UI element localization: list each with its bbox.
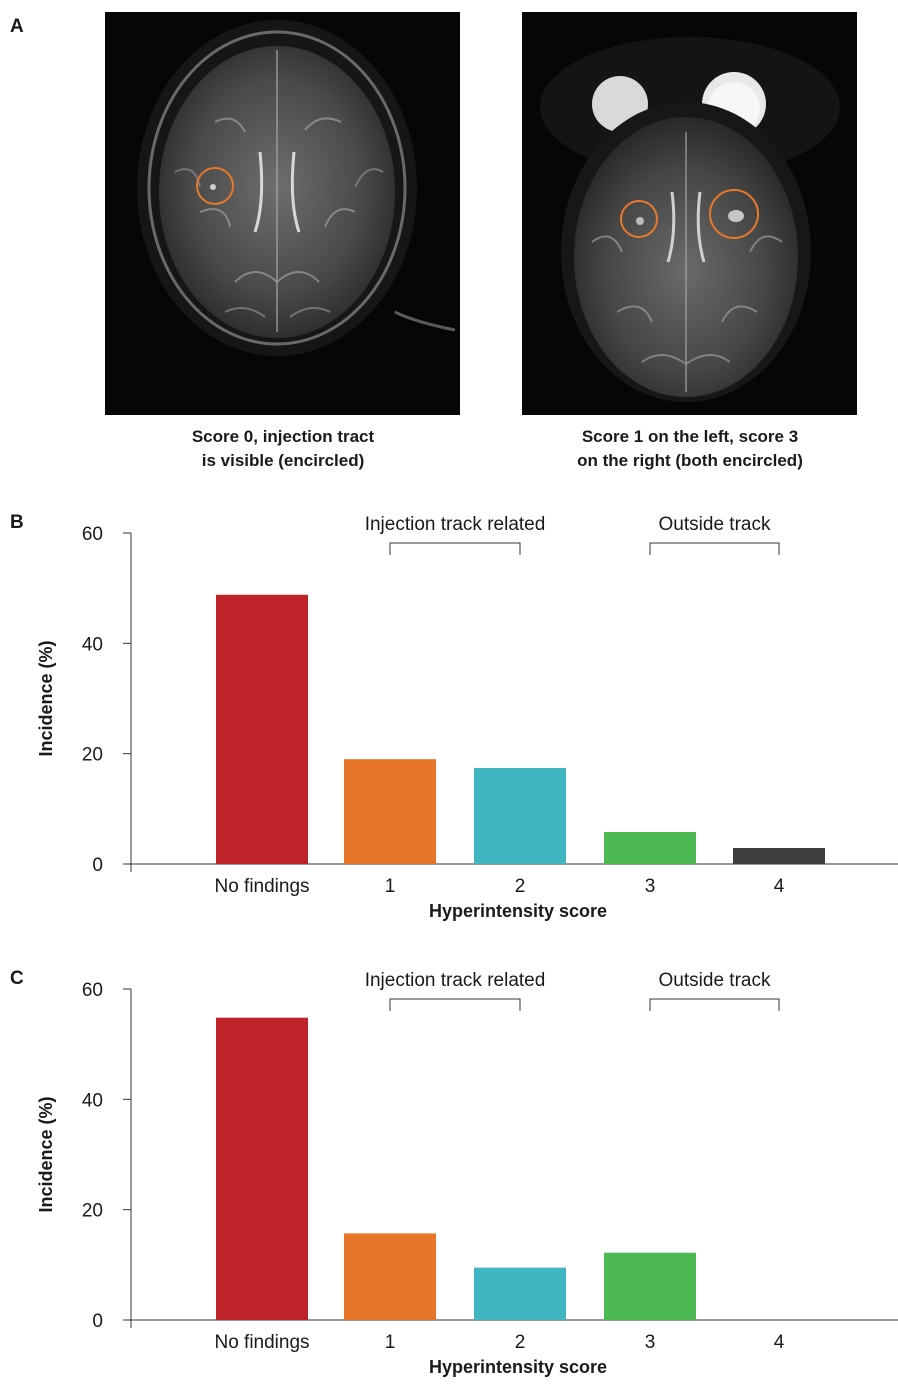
encircled-lesion-right [709,189,759,239]
x-tick-label-1: 1 [385,1332,396,1353]
bar-2 [474,1267,566,1320]
bar-4 [733,848,825,864]
y-tick-label-20: 20 [82,1201,103,1222]
y-tick-label-60: 60 [82,980,103,1001]
x-tick-label-no-findings: No findings [214,1332,309,1353]
y-tick-label-0: 0 [92,855,103,876]
bar-no-findings [216,1017,308,1320]
chart-c: 0 20 40 60 Incidence (%) No findings 1 2 3 4 Hyper… [36,970,898,1377]
bracket-outside-track [649,542,780,555]
bracket-outside-track [649,998,780,1011]
x-axis-label: Hyperintensity score [429,901,607,921]
caption-right-line1: Score 1 on the left, score 3 [581,427,799,446]
caption-left-line1: Score 0, injection tract [191,427,375,446]
x-tick-label-2: 2 [515,876,526,897]
bar-1 [344,1233,436,1320]
mri-image-left [105,12,460,415]
caption-left: Score 0, injection tract is visible (enc… [103,425,463,473]
y-axis-label: Incidence (%) [36,640,56,756]
y-tick-label-20: 20 [82,745,103,766]
x-tick-label-2: 2 [515,1332,526,1353]
y-tick-label-40: 40 [82,634,103,655]
bracket-label-injection-track-related: Injection track related [365,514,546,535]
x-tick-label-no-findings: No findings [214,876,309,897]
x-tick-label-4: 4 [774,876,785,897]
bracket-label-injection-track-related: Injection track related [365,970,546,991]
encircled-lesion-left [620,200,658,238]
caption-right: Score 1 on the left, score 3 on the righ… [510,425,870,473]
y-tick-label-60: 60 [82,524,103,545]
bar-3 [604,832,696,864]
bracket-injection-track-related [389,998,521,1011]
x-tick-label-3: 3 [645,1332,656,1353]
mri-image-right [522,12,857,415]
y-tick-label-0: 0 [92,1311,103,1332]
bar-2 [474,768,566,864]
bracket-injection-track-related [389,542,521,555]
panel-a-label: A [10,16,24,37]
caption-left-line2: is visible (encircled) [201,451,365,470]
y-tick-label-40: 40 [82,1090,103,1111]
chart-b: 0 20 40 60 Incidence (%) No findings 1 2 3 4 Hyper… [36,514,898,921]
bar-no-findings [216,594,308,864]
bar-1 [344,759,436,864]
y-axis-label: Incidence (%) [36,1096,56,1212]
bracket-label-outside-track: Outside track [659,514,771,535]
panel-b-label: B [10,512,24,533]
caption-right-line2: on the right (both encircled) [577,451,803,470]
x-tick-label-3: 3 [645,876,656,897]
x-tick-label-1: 1 [385,876,396,897]
bracket-label-outside-track: Outside track [659,970,771,991]
x-tick-label-4: 4 [774,1332,785,1353]
encircled-injection-tract [196,167,234,205]
x-axis-label: Hyperintensity score [429,1357,607,1377]
bar-3 [604,1252,696,1320]
panel-c-label: C [10,968,24,989]
